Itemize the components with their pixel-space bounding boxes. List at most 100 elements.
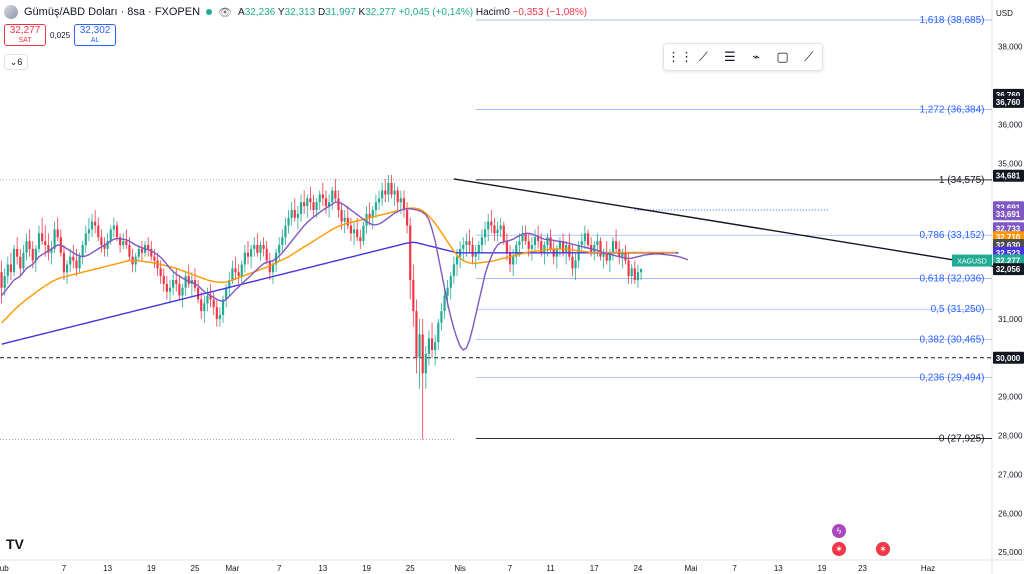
candle-body xyxy=(409,225,412,280)
candle-body xyxy=(75,260,78,269)
candle-body xyxy=(122,241,125,245)
price-tag: 33,691 xyxy=(996,210,1021,219)
chart-title[interactable]: Gümüş/ABD Doları · 8sa · FXOPEN xyxy=(24,6,201,18)
candle-body xyxy=(196,287,200,300)
x-tick-label: 7 xyxy=(277,564,282,573)
candle-body xyxy=(471,245,474,257)
candle-body xyxy=(430,338,434,350)
eye-icon[interactable]: 👁 xyxy=(218,6,233,19)
candle-body xyxy=(19,256,22,269)
candle-body xyxy=(474,252,477,257)
candle-body xyxy=(178,283,181,296)
tradingview-logo: TV xyxy=(6,536,24,552)
candle-body xyxy=(240,264,243,277)
price-tag-bg xyxy=(993,263,1024,276)
candle-body xyxy=(636,272,640,280)
candle-body xyxy=(309,198,312,203)
candle-body xyxy=(639,269,643,273)
candle-body xyxy=(97,225,100,238)
candle-body xyxy=(487,221,490,230)
candle-body xyxy=(608,252,611,261)
candle-body xyxy=(187,276,190,284)
drag-handle-icon[interactable]: ⋮⋮ xyxy=(667,49,694,64)
price-tag: 36,760 xyxy=(996,98,1021,107)
candle-body xyxy=(6,264,9,277)
candle-body xyxy=(296,213,300,218)
candle-body xyxy=(243,252,246,265)
candle-body xyxy=(508,252,512,265)
lightning-icon[interactable]: ϟ xyxy=(832,524,846,538)
price-tag: 32,630 xyxy=(996,241,1021,250)
x-tick-label: 19 xyxy=(362,564,371,573)
ma-mid-line xyxy=(1,207,676,324)
pattern-icon[interactable]: ⌁ xyxy=(752,49,761,64)
candle-body xyxy=(527,241,530,249)
candle-body xyxy=(580,241,583,245)
buy-button[interactable]: 32,302 AL xyxy=(74,24,117,46)
candle-body xyxy=(602,252,605,257)
y-tick-label: 28,000 xyxy=(998,432,1023,441)
candle-body xyxy=(596,241,599,245)
y-tick-label: 25,000 xyxy=(998,548,1023,557)
fib-level-label: 0,236 (29,494) xyxy=(919,372,984,383)
candle-body xyxy=(237,272,240,277)
candle-body xyxy=(31,248,34,261)
price-tag: 32,710 xyxy=(996,233,1021,242)
candle-body xyxy=(162,276,165,284)
price-tag: 33,691 xyxy=(996,203,1021,212)
candle-body xyxy=(159,268,162,277)
candle-body xyxy=(50,248,53,253)
candle-body xyxy=(265,248,268,261)
candle-body xyxy=(90,221,94,230)
candle-body xyxy=(346,217,349,226)
candle-body xyxy=(112,225,115,230)
fib-level-label: 1,618 (38,685) xyxy=(919,15,984,26)
candle-body xyxy=(44,241,47,245)
candle-body xyxy=(65,264,69,273)
ray-icon[interactable]: ⟋ xyxy=(804,49,814,64)
price-tag: 34,681 xyxy=(996,172,1021,181)
candle-body xyxy=(281,237,284,245)
indicators-toggle[interactable]: ⌄6 xyxy=(4,54,28,70)
price-tag: 32,056 xyxy=(996,265,1021,274)
ma-slow-line xyxy=(1,241,679,345)
trend-line-icon[interactable]: ⟋ xyxy=(698,49,709,64)
candle-body xyxy=(493,225,496,234)
candle-body xyxy=(94,221,97,226)
candle-body xyxy=(568,245,571,257)
candle-body xyxy=(427,338,431,354)
candle-body xyxy=(549,237,552,249)
candle-body xyxy=(402,198,406,210)
price-tag: 36,760 xyxy=(996,91,1021,100)
fib-icon[interactable]: ☰ xyxy=(723,49,736,64)
candle-body xyxy=(175,280,178,284)
y-tick-label: 27,000 xyxy=(998,470,1023,479)
candle-body xyxy=(147,245,150,249)
candle-body xyxy=(533,237,537,245)
candle-body xyxy=(524,233,527,242)
candle-body xyxy=(365,213,368,226)
candle-body xyxy=(543,245,546,253)
fib-level-label: 0 (27,925) xyxy=(939,433,985,444)
rectangle-icon[interactable]: ▢ xyxy=(776,49,789,64)
chevron-down-icon: ⌄ xyxy=(9,57,18,67)
candle-body xyxy=(331,190,334,203)
candle-body xyxy=(546,237,549,245)
candle-body xyxy=(630,268,633,277)
candle-body xyxy=(12,248,16,273)
us-flag-icon[interactable]: ✶ xyxy=(876,542,890,556)
sell-button[interactable]: 32,277 SAT xyxy=(4,24,46,46)
candle-body xyxy=(377,198,381,203)
candle-body xyxy=(352,229,356,234)
candle-body xyxy=(449,276,452,288)
candle-body xyxy=(490,221,493,226)
candle-body xyxy=(499,225,502,230)
x-tick-label: Haz xyxy=(921,564,935,573)
candle-body xyxy=(256,245,259,253)
candle-body xyxy=(212,299,215,308)
us-flag-icon[interactable]: ✶ xyxy=(832,542,846,556)
symbol-tag: XAGUSD xyxy=(957,259,987,266)
candle-body xyxy=(81,245,84,257)
candle-body xyxy=(374,202,377,210)
